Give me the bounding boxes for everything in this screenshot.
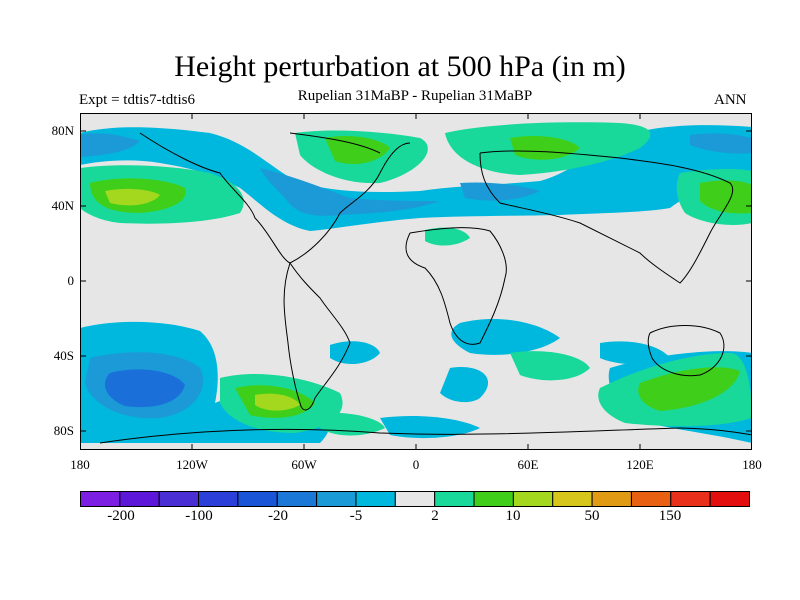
colorbar-box (237, 491, 278, 507)
colorbar-box (434, 491, 475, 507)
colorbar-box (591, 491, 632, 507)
season-label: ANN (714, 92, 747, 108)
colorbar-box (552, 491, 593, 507)
colorbar-label: 50 (584, 508, 600, 524)
contour-level-minus-100 (105, 369, 185, 408)
lon-label-120e: 120E (626, 457, 654, 472)
colorbar-label: 10 (505, 508, 521, 524)
colorbar-box (316, 491, 357, 507)
coastlines (99, 132, 752, 444)
colorbar-label: -200 (107, 508, 135, 524)
axis-ticks (80, 113, 752, 450)
period-label: Rupelian 31MaBP - Rupelian 31MaBP (297, 88, 533, 104)
lat-label-0: 0 (67, 273, 75, 288)
contour-level-minus-20 (80, 133, 752, 419)
lon-label-120w: 120W (176, 457, 208, 472)
lon-label-60w: 60W (291, 457, 317, 472)
colorbar-box (670, 491, 711, 507)
lat-label-40s: 40S (53, 348, 74, 363)
experiment-label: Expt = tdtis7-tdtis6 (79, 92, 195, 108)
lat-label-80s: 80S (53, 423, 74, 438)
plot-title: Height perturbation at 500 hPa (in m) (174, 50, 626, 83)
colorbar-label: 150 (658, 508, 682, 524)
lat-label-80n: 80N (51, 123, 74, 138)
colorbar-box (630, 491, 672, 507)
colorbar-label: -5 (349, 508, 363, 524)
colorbar-box (709, 491, 750, 507)
contour-level-10 (90, 136, 752, 418)
lon-label-180w: 180 (70, 457, 90, 472)
lon-label-60e: 60E (517, 457, 539, 472)
map-panel (80, 113, 752, 450)
lat-label-40n: 40N (51, 198, 74, 213)
colorbar-box (276, 491, 318, 507)
colorbar-box (512, 491, 554, 507)
colorbar-label: 2 (431, 508, 439, 524)
colorbar-box (394, 491, 436, 507)
colorbar-label: -100 (185, 508, 213, 524)
colorbar-box (473, 491, 514, 507)
colorbar-label: -20 (268, 508, 288, 524)
colorbar-box (80, 491, 121, 507)
colorbar-box (198, 491, 239, 507)
lon-label-0: 0 (412, 457, 420, 472)
colorbar-box (158, 491, 200, 507)
contour-level-50 (105, 188, 300, 411)
lon-label-180e: 180 (742, 457, 762, 472)
colorbar-box (119, 491, 160, 507)
colorbar-box (355, 491, 396, 507)
colorbar (80, 491, 750, 507)
